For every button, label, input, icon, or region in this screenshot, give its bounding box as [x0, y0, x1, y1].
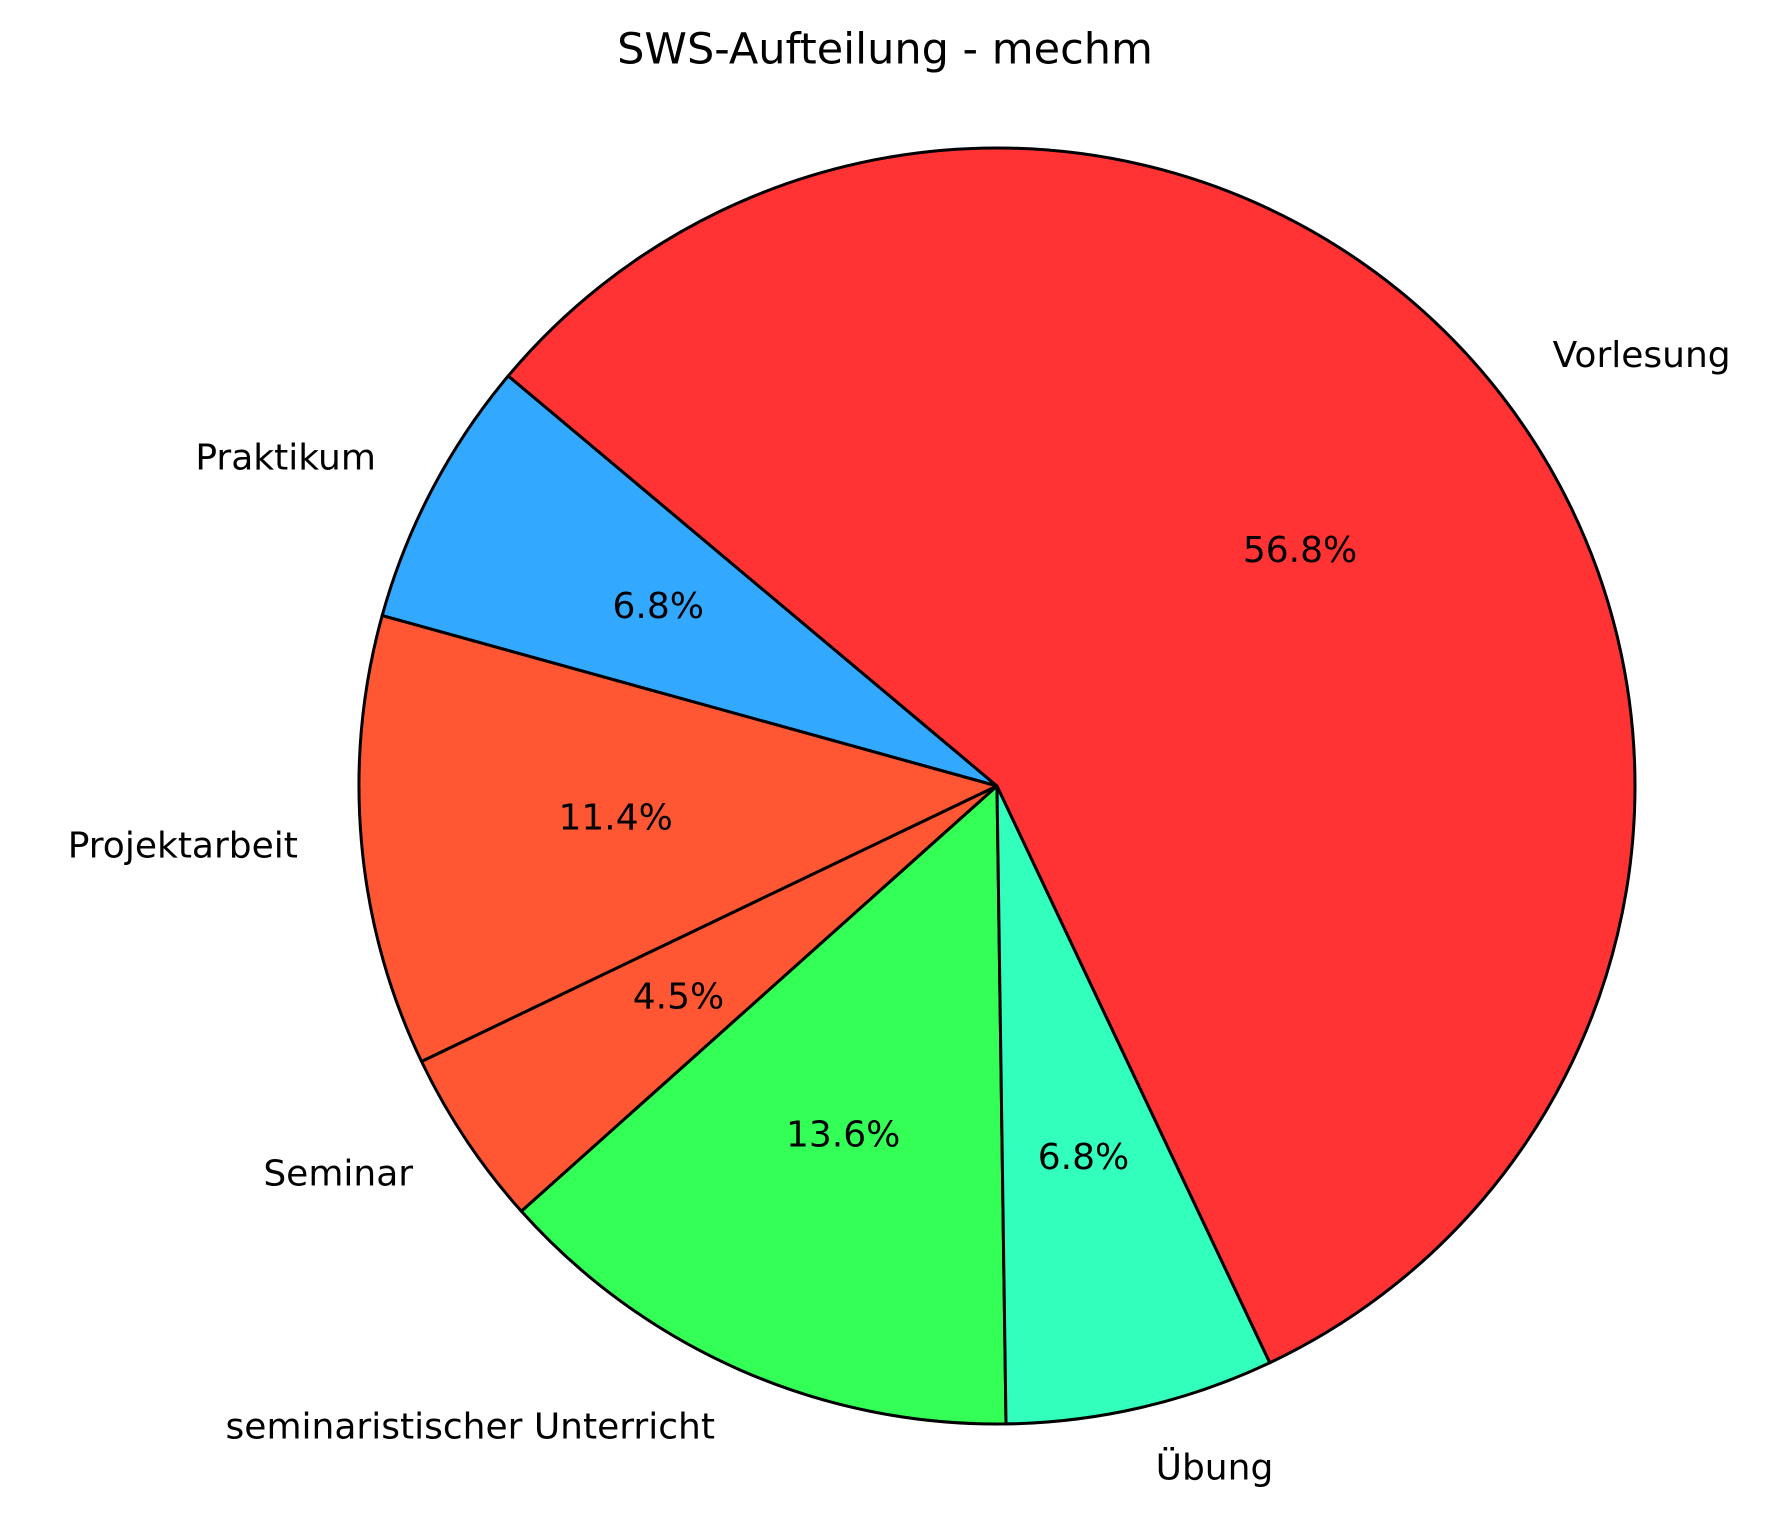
- pie-slice: [420, 784, 999, 1213]
- percent-label: 6.8%: [1038, 1137, 1129, 1178]
- slice-label: Seminar: [263, 1153, 413, 1194]
- slice-label: Übung: [1156, 1447, 1274, 1489]
- percent-label: 6.8%: [612, 586, 703, 627]
- percent-label: 56.8%: [1243, 530, 1357, 571]
- percent-label: 13.6%: [786, 1115, 900, 1156]
- pie-slice: [357, 614, 999, 1064]
- pie-slice: [519, 784, 1008, 1426]
- chart-title: SWS-Aufteilung - mechm: [617, 25, 1153, 75]
- slice-label: seminaristischer Unterricht: [226, 1407, 715, 1448]
- pie-slice: [380, 374, 999, 788]
- percent-label: 4.5%: [633, 976, 724, 1017]
- percent-label: 11.4%: [558, 798, 672, 839]
- slice-label: Vorlesung: [1553, 335, 1731, 376]
- slice-label: Praktikum: [195, 437, 376, 478]
- pie-slice: [506, 146, 1637, 1365]
- pie-slice: [995, 784, 1272, 1426]
- slice-label: Projektarbeit: [68, 826, 298, 867]
